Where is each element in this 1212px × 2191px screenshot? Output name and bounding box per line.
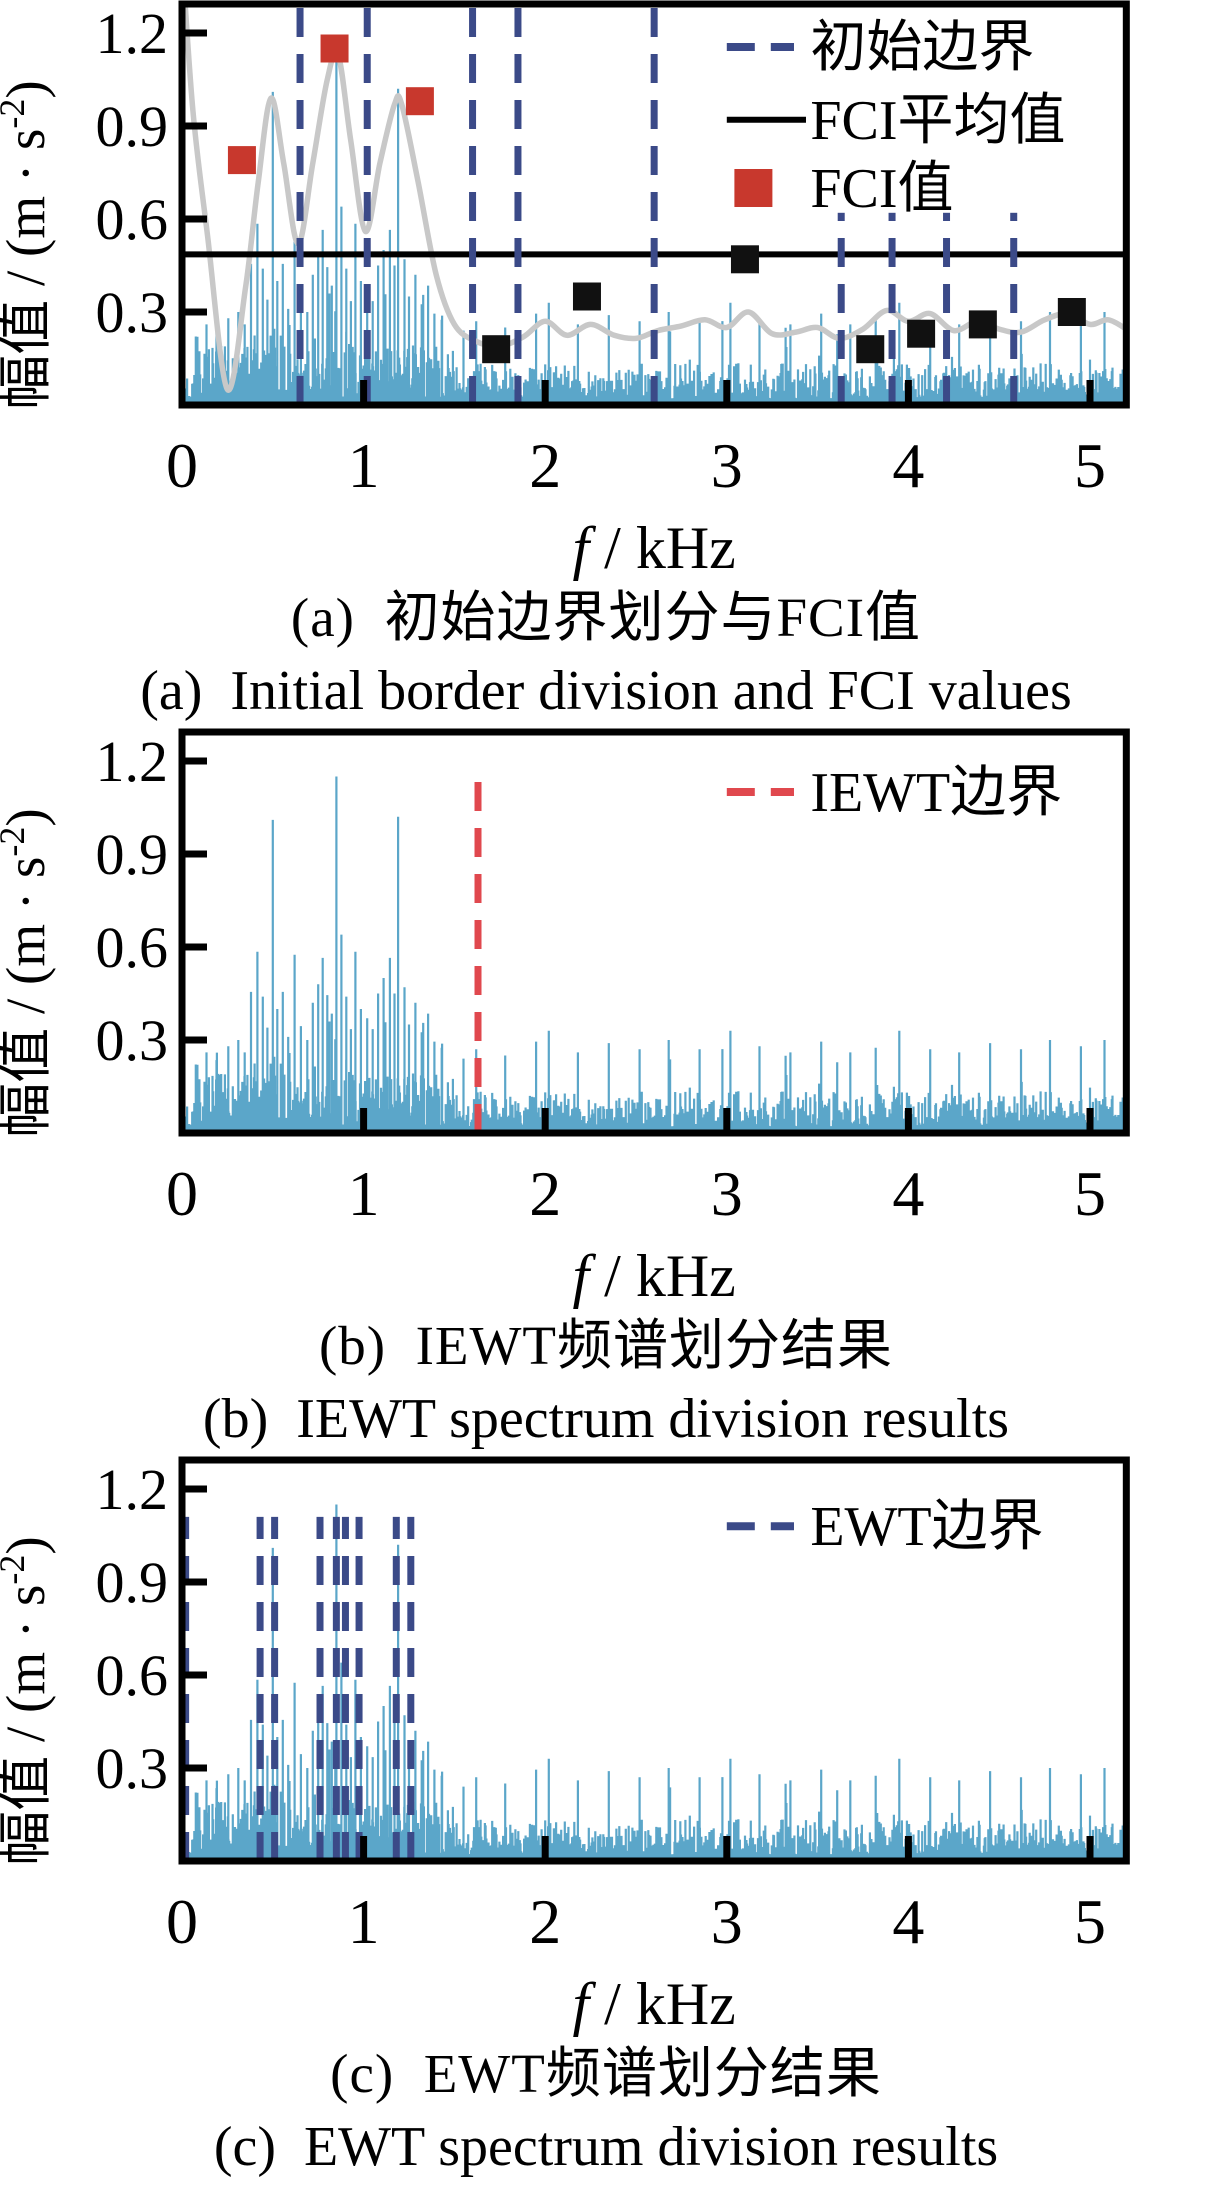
x-tick-label: 1 xyxy=(348,430,380,501)
x-tick-label: 0 xyxy=(166,1158,198,1229)
legend: IEWT边界 xyxy=(726,762,1062,824)
fci-square-below-mean xyxy=(856,335,885,364)
x-axis-label: f / kHz xyxy=(573,515,736,581)
panel-b: IEWT边界 0.3 0.6 0.9 1.2 0 1 2 3 4 5 f / kHz 幅值 / (m ·… xyxy=(0,728,1212,1456)
x-tick-label: 5 xyxy=(1074,1886,1106,1957)
legend-label: 初始边界 xyxy=(810,17,1034,79)
x-tick-label: 3 xyxy=(711,430,743,501)
x-tick-label: 1 xyxy=(348,1886,380,1957)
panel-c: EWT边界 0.3 0.6 0.9 1.2 0 1 2 3 4 5 f / kHz 幅值 / (m · … xyxy=(0,1456,1212,2184)
x-tick-label: 5 xyxy=(1074,1158,1106,1229)
legend: EWT边界 xyxy=(726,1496,1044,1558)
x-tick-label: 0 xyxy=(166,1886,198,1957)
x-axis-label: f / kHz xyxy=(573,1243,736,1309)
axis-frame xyxy=(178,1456,1130,1865)
x-tick-label: 1 xyxy=(348,1158,380,1229)
plot-c: EWT边界 0.3 0.6 0.9 1.2 0 1 2 3 4 5 f / kHz 幅值 / (m · … xyxy=(0,1456,1130,2037)
y-tick-label: 1.2 xyxy=(96,1457,169,1522)
fci-square-above-mean xyxy=(320,34,349,63)
axis-ticks: 0.3 0.6 0.9 1.2 0 1 2 3 4 5 xyxy=(96,729,1107,1229)
legend-square-sample xyxy=(734,169,773,207)
x-tick-label: 5 xyxy=(1074,430,1106,501)
y-tick-label: 0.9 xyxy=(96,1550,169,1615)
caption-b-en: (b) IEWT spectrum division results xyxy=(202,1388,1010,1450)
axis-ticks: 0.3 0.6 0.9 1.2 0 1 2 3 4 5 xyxy=(96,1457,1107,1957)
fci-square-above-mean xyxy=(405,87,434,116)
y-axis-label: 幅值 / (m · s-2) xyxy=(0,80,56,409)
y-tick-label: 0.9 xyxy=(96,94,169,159)
caption-c-zh: (c) EWT频谱划分结果 xyxy=(330,2043,882,2104)
boundary-lines xyxy=(182,1516,415,1861)
x-tick-label: 4 xyxy=(892,1158,924,1229)
x-tick-label: 3 xyxy=(711,1158,743,1229)
y-axis-label: 幅值 / (m · s-2) xyxy=(0,1536,56,1865)
fci-square-below-mean xyxy=(572,282,601,311)
legend-label: IEWT边界 xyxy=(810,762,1062,824)
y-tick-label: 1.2 xyxy=(96,1,169,66)
fci-square-below-mean xyxy=(907,319,936,348)
caption-a-en: (a) Initial border division and FCI valu… xyxy=(140,660,1072,722)
fci-square-below-mean xyxy=(1057,298,1086,326)
x-axis-label: f / kHz xyxy=(573,1971,736,2037)
caption-b-zh: (b) IEWT频谱划分结果 xyxy=(318,1315,894,1376)
spectrum-series xyxy=(182,776,1127,1133)
y-tick-label: 0.3 xyxy=(96,280,169,345)
x-tick-label: 0 xyxy=(166,430,198,501)
y-tick-label: 0.6 xyxy=(96,187,169,252)
caption-a-zh: (a) 初始边界划分与FCI值 xyxy=(290,587,922,648)
fci-square-below-mean xyxy=(730,245,759,274)
x-tick-label: 2 xyxy=(529,430,561,501)
plot-b: IEWT边界 0.3 0.6 0.9 1.2 0 1 2 3 4 5 f / kHz 幅值 / (m ·… xyxy=(0,728,1130,1309)
legend-label: FCI平均值 xyxy=(810,90,1065,152)
axis-frame xyxy=(178,728,1130,1137)
plot-area-c xyxy=(182,1504,1127,1861)
fci-square-below-mean xyxy=(482,335,511,364)
y-tick-label: 0.9 xyxy=(96,822,169,887)
axis-frame xyxy=(178,0,1130,409)
legend-label: FCI值 xyxy=(810,158,953,220)
y-tick-label: 0.6 xyxy=(96,1643,169,1708)
fci-square-above-mean xyxy=(227,146,256,175)
y-tick-label: 0.3 xyxy=(96,1736,169,1801)
fci-envelope-curve xyxy=(182,4,1127,393)
caption-c-en: (c) EWT spectrum division results xyxy=(213,2116,999,2178)
axis-ticks: 0.3 0.6 0.9 1.2 0 1 2 3 4 5 xyxy=(96,1,1107,501)
y-tick-label: 0.6 xyxy=(96,915,169,980)
panel-a: 初始边界 FCI平均值 FCI值 0.3 0.6 0.9 1.2 0 1 2 3 4 5 f / kHz 幅… xyxy=(0,0,1212,728)
legend-label: EWT边界 xyxy=(810,1496,1043,1558)
plot-area-b xyxy=(182,773,1127,1133)
x-tick-label: 2 xyxy=(529,1158,561,1229)
fci-square-below-mean xyxy=(968,310,997,339)
x-tick-label: 2 xyxy=(529,1886,561,1957)
fci-squares xyxy=(227,34,1086,364)
x-tick-label: 4 xyxy=(892,430,924,501)
y-tick-label: 0.3 xyxy=(96,1008,169,1073)
y-axis-label: 幅值 / (m · s-2) xyxy=(0,808,56,1137)
x-tick-label: 4 xyxy=(892,1886,924,1957)
y-tick-label: 1.2 xyxy=(96,729,169,794)
x-tick-label: 3 xyxy=(711,1886,743,1957)
